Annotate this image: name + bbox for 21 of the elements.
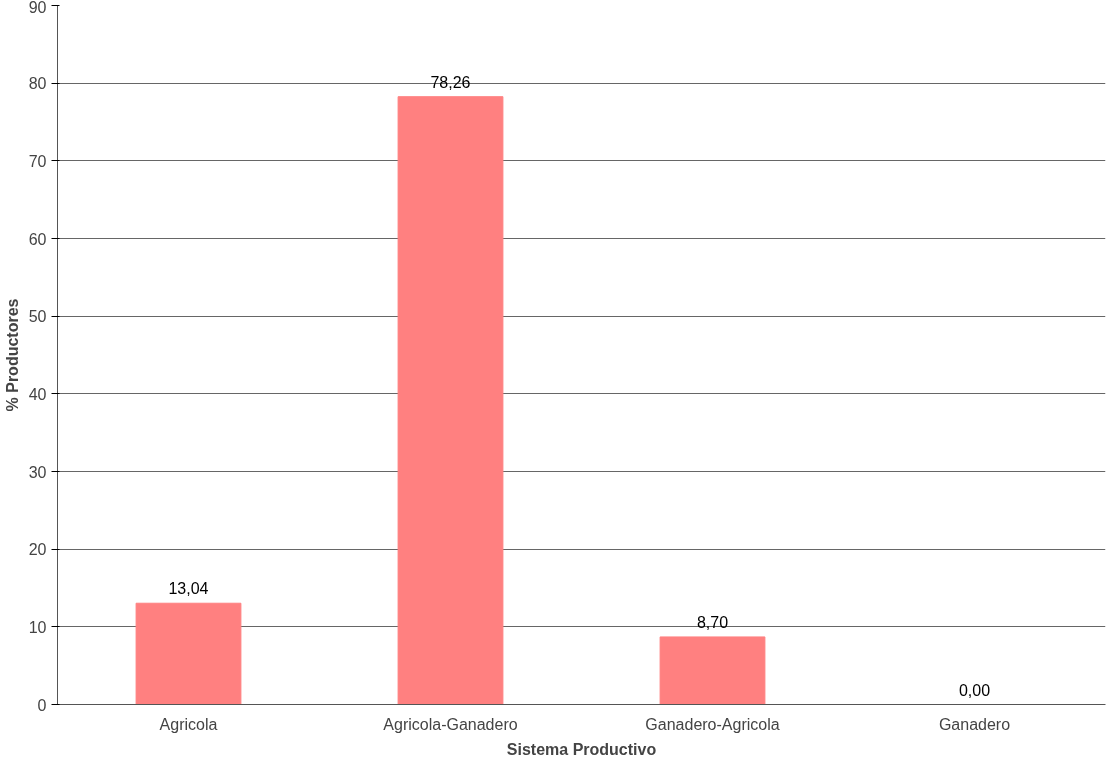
- y-tick-label: 90: [28, 0, 47, 16]
- x-tick-label: Agricola-Ganadero: [383, 715, 518, 733]
- bar: [397, 96, 504, 705]
- y-tick-label: 80: [28, 75, 47, 93]
- y-tick-label: 0: [37, 696, 47, 714]
- y-axis-title: % Productores: [3, 298, 21, 412]
- x-tick-label: Ganadero: [938, 715, 1011, 733]
- bar: [659, 636, 766, 705]
- x-tick-label: Ganadero-Agricola: [645, 715, 780, 733]
- bar: [135, 602, 242, 705]
- y-tick-label: 10: [28, 618, 47, 636]
- y-tick-label: 30: [28, 463, 47, 481]
- y-tick-label: 40: [28, 385, 47, 403]
- y-tick-label: 60: [28, 230, 47, 248]
- data-label: 0,00: [958, 681, 991, 699]
- data-label: 13,04: [168, 580, 209, 598]
- x-axis-title: Sistema Productivo: [506, 740, 657, 758]
- x-tick-label: Agricola: [159, 715, 218, 733]
- y-tick-label: 70: [28, 152, 47, 170]
- y-tick-label: 20: [28, 541, 47, 559]
- y-tick-label: 50: [28, 308, 47, 326]
